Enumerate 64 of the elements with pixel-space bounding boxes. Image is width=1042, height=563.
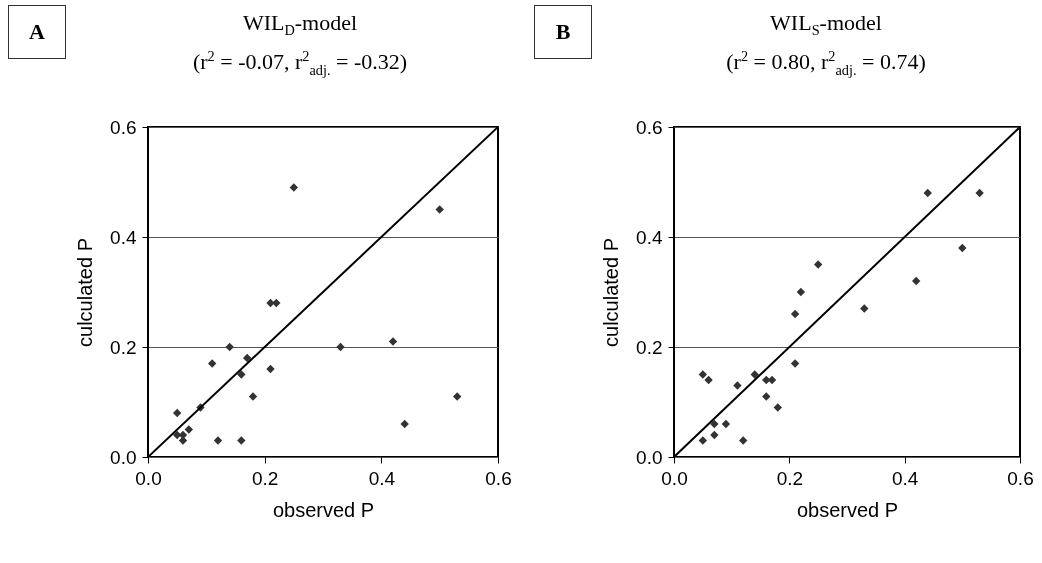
point xyxy=(289,183,299,192)
point xyxy=(698,370,708,379)
point xyxy=(336,342,345,352)
point xyxy=(710,419,719,429)
point xyxy=(704,375,713,385)
x-tick-label: 0.6 xyxy=(1007,467,1034,489)
point xyxy=(710,430,719,440)
point xyxy=(172,408,182,418)
x-tick-label: 0.0 xyxy=(661,467,688,489)
point xyxy=(207,359,217,368)
point xyxy=(773,403,782,412)
y-axis-title: culculated P xyxy=(600,238,623,347)
y-tick-label: 0.6 xyxy=(636,116,663,138)
chart-title: WIL$_{D}$-model xyxy=(242,10,358,39)
y-axis-title: culculated P xyxy=(74,238,97,347)
chart-subtitle: (r$^{2}$ = -0.07, r$^{2}$$_{adj.}$ = -0.32) xyxy=(192,48,408,79)
text: B xyxy=(534,5,592,59)
point xyxy=(452,392,462,401)
point xyxy=(923,188,932,198)
y-tick-label: 0.0 xyxy=(110,446,137,468)
point xyxy=(213,436,223,445)
point xyxy=(813,260,823,269)
point xyxy=(790,309,800,319)
point xyxy=(912,276,921,286)
point xyxy=(237,436,246,445)
point xyxy=(248,392,258,401)
y-tick-label: 0.2 xyxy=(110,336,137,358)
x-tick-label: 0.6 xyxy=(485,467,512,489)
y-tick-label: 0.4 xyxy=(636,226,663,248)
point xyxy=(958,243,967,253)
x-axis-title: observed P xyxy=(272,498,375,521)
point xyxy=(242,353,252,363)
point xyxy=(400,419,409,429)
point xyxy=(225,342,234,352)
point xyxy=(698,436,708,445)
y-tick-label: 0.0 xyxy=(636,446,663,468)
point xyxy=(178,436,188,445)
x-tick-label: 0.4 xyxy=(368,467,396,489)
chart-subtitle: (r$^{2}$ = 0.80, r$^{2}$$_{adj.}$ = 0.74) xyxy=(726,48,926,79)
x-axis-title: observed P xyxy=(796,498,899,521)
point xyxy=(796,287,806,297)
chart-title: WIL$_{S}$-model xyxy=(770,10,882,39)
point xyxy=(721,419,731,429)
x-tick-label: 0.2 xyxy=(776,467,804,489)
point xyxy=(237,370,246,379)
x-tick-label: 0.4 xyxy=(891,467,919,489)
x-tick-label: 0.2 xyxy=(251,467,279,489)
x-tick-label: 0.0 xyxy=(135,467,162,489)
y-tick-label: 0.4 xyxy=(110,226,137,248)
point xyxy=(388,337,398,346)
point xyxy=(733,381,742,390)
point xyxy=(750,370,759,379)
point xyxy=(272,298,281,308)
point xyxy=(975,188,984,198)
text: A xyxy=(8,5,66,59)
point xyxy=(739,436,748,445)
point xyxy=(790,359,800,368)
y-tick-label: 0.6 xyxy=(110,116,137,138)
point xyxy=(435,205,444,214)
point xyxy=(860,304,869,313)
point xyxy=(266,364,275,374)
point xyxy=(762,392,771,401)
point xyxy=(184,425,194,434)
y-tick-label: 0.2 xyxy=(636,336,663,358)
